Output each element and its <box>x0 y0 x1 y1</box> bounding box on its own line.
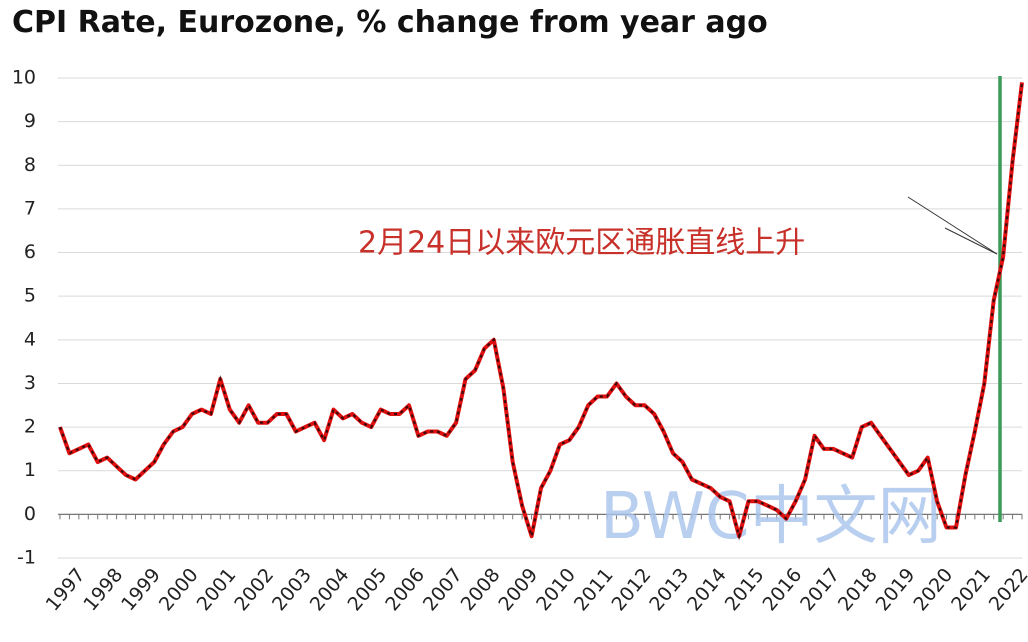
x-tick-label: 1999 <box>117 564 165 615</box>
y-tick-label: -1 <box>17 547 36 569</box>
watermark: BWC中文网 <box>600 480 942 554</box>
x-tick-label: 2000 <box>155 564 203 615</box>
y-tick-label: 5 <box>24 285 36 307</box>
x-tick-label: 2003 <box>268 564 316 615</box>
x-tick-label: 2001 <box>193 564 241 615</box>
x-tick-label: 2004 <box>306 564 354 615</box>
x-tick-label: 2008 <box>457 564 505 615</box>
y-tick-label: 6 <box>24 241 36 263</box>
y-tick-label: 3 <box>24 372 36 394</box>
x-tick-label: 2005 <box>343 564 391 615</box>
x-tick-label: 2015 <box>721 564 769 615</box>
x-tick-label: 2012 <box>608 564 656 615</box>
x-tick-label: 1998 <box>79 564 127 615</box>
y-tick-label: 1 <box>24 459 36 481</box>
y-tick-label: 8 <box>24 154 36 176</box>
x-tick-label: 2014 <box>683 564 731 615</box>
y-tick-label: 9 <box>24 110 36 132</box>
x-tick-label: 2022 <box>985 564 1028 615</box>
x-tick-label: 2006 <box>381 564 429 615</box>
y-tick-label: 7 <box>24 197 36 219</box>
chart-title: CPI Rate, Eurozone, % change from year a… <box>12 5 768 40</box>
y-tick-label: 0 <box>24 503 36 525</box>
x-tick-label: 2009 <box>494 564 542 615</box>
y-tick-label: 4 <box>24 328 36 350</box>
data-line-dots <box>58 82 1024 541</box>
x-tick-label: 1997 <box>42 564 90 615</box>
x-tick-label: 2019 <box>872 564 920 615</box>
x-tick-label: 2020 <box>909 564 957 615</box>
y-tick-label: 2 <box>24 416 36 438</box>
x-tick-label: 2016 <box>758 564 806 615</box>
arrow <box>907 196 998 255</box>
x-tick-label: 2017 <box>796 564 844 615</box>
x-tick-label: 2021 <box>947 564 995 615</box>
x-tick-label: 2007 <box>419 564 467 615</box>
arrow <box>944 227 998 255</box>
x-tick-label: 2010 <box>532 564 580 615</box>
x-tick-label: 2002 <box>230 564 278 615</box>
data-line <box>58 82 1024 539</box>
x-tick-label: 2013 <box>645 564 693 615</box>
x-tick-label: 2018 <box>834 564 882 615</box>
y-tick-label: 10 <box>12 67 36 89</box>
annotation: 2月24日以来欧元区通胀直线上升 <box>358 226 805 261</box>
x-tick-label: 2011 <box>570 564 618 615</box>
